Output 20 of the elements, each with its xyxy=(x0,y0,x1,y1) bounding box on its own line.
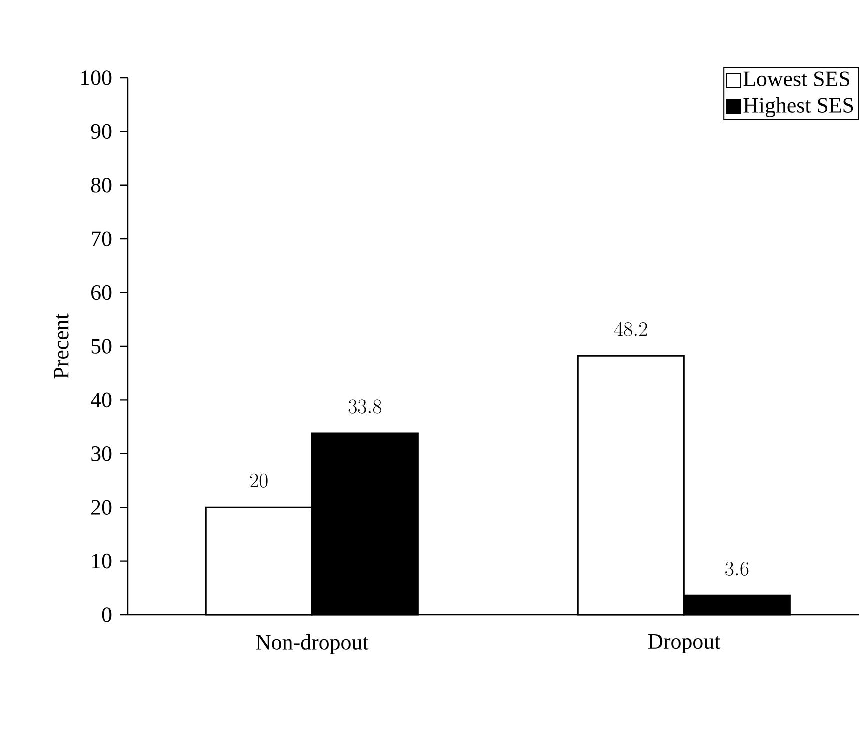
legend-label: Highest SES xyxy=(744,98,854,118)
data-label: 33.8 xyxy=(348,400,382,414)
y-tick-label: 10 xyxy=(92,554,112,569)
y-tick-label: 0 xyxy=(102,608,112,622)
y-tick-label: 30 xyxy=(92,446,112,462)
y-tick-label: 80 xyxy=(91,178,112,193)
y-tick-label: 100 xyxy=(82,70,112,86)
data-label: 3.6 xyxy=(726,562,749,576)
legend-label: Lowest SES xyxy=(744,72,850,86)
y-tick-label: 40 xyxy=(91,392,112,408)
y-tick-label: 60 xyxy=(92,285,112,300)
y-tick-label: 20 xyxy=(92,500,112,515)
data-label: 20 xyxy=(250,474,268,488)
y-axis-title: Precent xyxy=(54,314,69,379)
y-tick-label: 70 xyxy=(92,232,112,246)
x-tick-label: Dropout xyxy=(648,634,721,654)
x-tick-label: Non-dropout xyxy=(256,634,369,654)
y-tick-label: 50 xyxy=(92,339,112,354)
data-label: 48.2 xyxy=(614,322,648,336)
y-tick-label: 90 xyxy=(91,124,112,140)
